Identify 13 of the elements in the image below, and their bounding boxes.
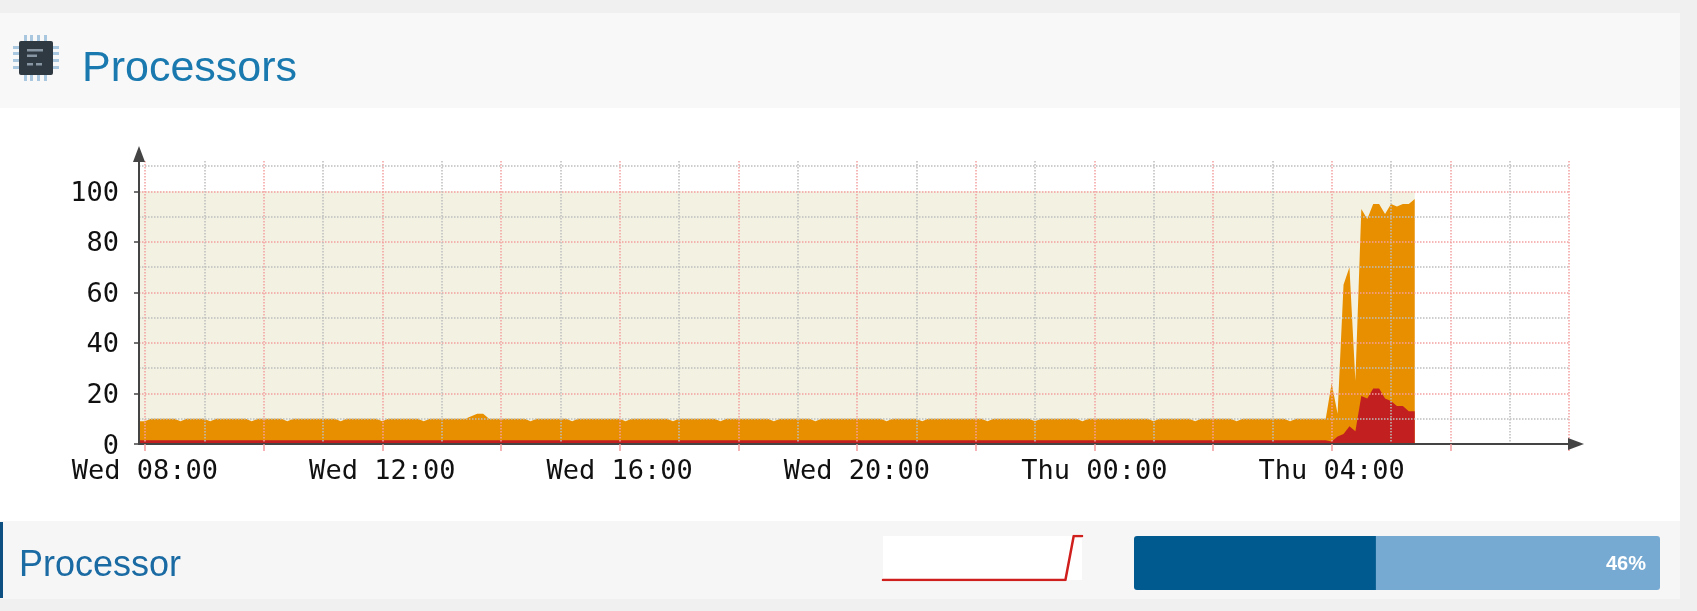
y-tick-label: 60 (86, 276, 119, 308)
x-tick-label: Thu 00:00 (1021, 454, 1168, 485)
x-tick-label: Wed 16:00 (546, 454, 693, 485)
x-tick-label: Wed 20:00 (783, 454, 931, 485)
y-tick-label: Processor (19, 542, 182, 584)
x-tick-label: Thu 04:00 (1258, 454, 1405, 485)
x-tick-label: Wed 12:00 (309, 454, 456, 485)
y-tick-label: 100 (70, 175, 119, 207)
chart-title: Processors (82, 41, 298, 90)
annotation: 46% (1605, 552, 1647, 574)
y-tick-label: 20 (86, 377, 119, 409)
y-tick-label: 40 (86, 327, 119, 359)
y-tick-label: 80 (86, 226, 119, 258)
